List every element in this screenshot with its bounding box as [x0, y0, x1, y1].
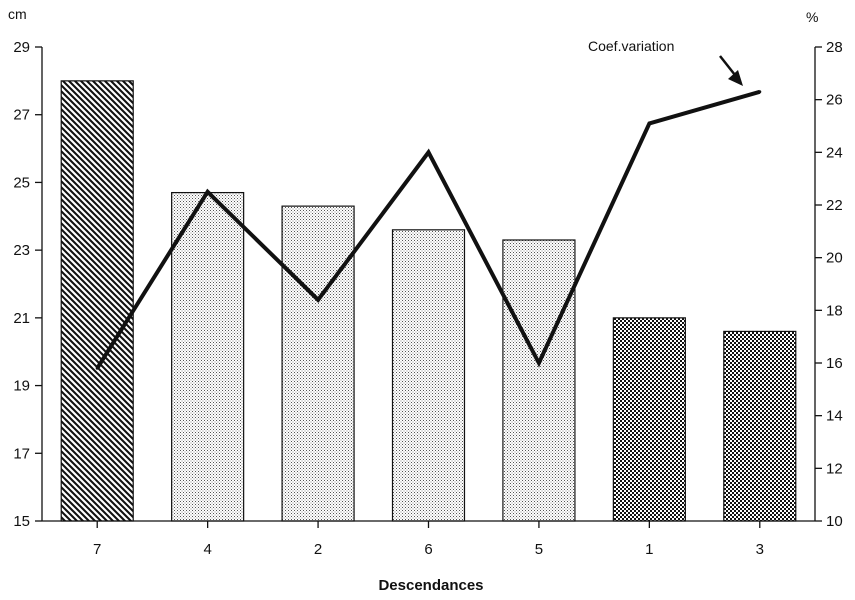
bars-layer: [60, 80, 797, 522]
bar-5: [502, 239, 576, 522]
right-axis-unit: %: [806, 9, 818, 25]
x-tick-label: 5: [535, 541, 543, 558]
x-tick-label: 2: [314, 541, 322, 558]
left-axis-unit: cm: [8, 6, 27, 22]
left-tick-label: 27: [13, 107, 30, 124]
right-tick-label: 26: [826, 92, 843, 109]
right-tick-label: 28: [826, 39, 843, 56]
right-tick-label: 10: [826, 513, 843, 530]
right-tick-label: 20: [826, 250, 843, 267]
coef-variation-point-2: [316, 298, 320, 302]
left-tick-label: 21: [13, 310, 30, 327]
x-tick-label: 7: [93, 541, 101, 558]
right-tick-label: 24: [826, 144, 843, 161]
x-tick-label: 6: [424, 541, 432, 558]
bar-4: [171, 191, 245, 522]
left-tick-label: 19: [13, 378, 30, 395]
coef-variation-annotation: Coef.variation: [588, 38, 674, 54]
bar-3: [723, 330, 797, 522]
right-tick-label: 14: [826, 408, 843, 425]
coef-variation-point-3: [758, 90, 762, 94]
left-tick-label: 25: [13, 174, 30, 191]
bar-2: [281, 205, 355, 522]
coef-variation-point-1: [647, 121, 651, 125]
x-axis-title: Descendances: [378, 577, 483, 594]
annotation-arrow-icon: [719, 55, 743, 86]
bar-6: [391, 229, 466, 522]
right-tick-label: 22: [826, 197, 843, 214]
coef-variation-point-5: [537, 361, 541, 365]
right-tick-label: 16: [826, 355, 843, 372]
left-tick-label: 15: [13, 513, 30, 530]
bar-7: [60, 80, 134, 522]
coef-variation-point-4: [206, 190, 210, 194]
right-tick-label: 12: [826, 460, 843, 477]
line-layer: [95, 89, 762, 370]
left-tick-label: 29: [13, 39, 30, 56]
coef-variation-point-7: [95, 366, 99, 370]
x-tick-label: 4: [203, 541, 211, 558]
right-tick-label: 18: [826, 302, 843, 319]
x-tick-label: 3: [756, 541, 764, 558]
left-tick-label: 23: [13, 242, 30, 259]
left-tick-label: 17: [13, 445, 30, 462]
coef-variation-point-6: [427, 150, 430, 154]
bar-1: [612, 317, 686, 522]
x-tick-label: 1: [645, 541, 653, 558]
